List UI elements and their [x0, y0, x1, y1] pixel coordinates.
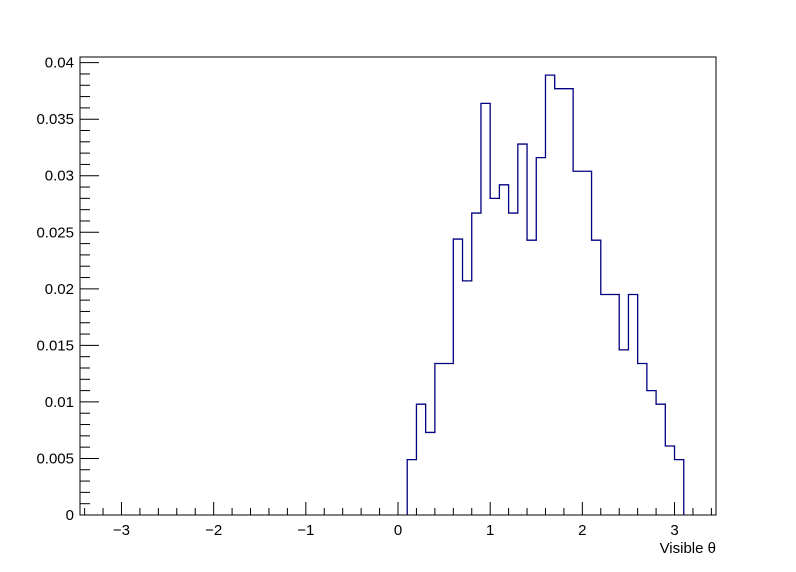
axis-ticks — [80, 62, 712, 516]
x-tick-label: −2 — [205, 522, 222, 539]
tick-labels: −3 −2 −1 0 1 2 3 0 0.005 0.01 0.015 0.02 0.025 0.03 0.… — [36, 55, 678, 539]
y-tick-label: 0.02 — [45, 281, 74, 298]
y-tick-label: 0.04 — [45, 55, 74, 72]
x-tick-label: 1 — [486, 522, 494, 539]
x-tick-label: 0 — [394, 522, 402, 539]
x-tick-label: 2 — [578, 522, 586, 539]
plot-frame — [79, 56, 717, 516]
y-tick-label: 0 — [66, 507, 74, 524]
y-tick-label: 0.015 — [36, 337, 74, 354]
y-tick-label: 0.035 — [36, 111, 74, 128]
x-tick-label: −3 — [113, 522, 130, 539]
y-tick-label: 0.01 — [45, 394, 74, 411]
y-tick-label: 0.005 — [36, 450, 74, 467]
x-axis-title: Visible θ — [660, 540, 716, 557]
y-tick-label: 0.025 — [36, 224, 74, 241]
x-tick-label: 3 — [670, 522, 678, 539]
histogram-series — [406, 74, 685, 515]
y-tick-label: 0.03 — [45, 168, 74, 185]
x-tick-label: −1 — [297, 522, 314, 539]
